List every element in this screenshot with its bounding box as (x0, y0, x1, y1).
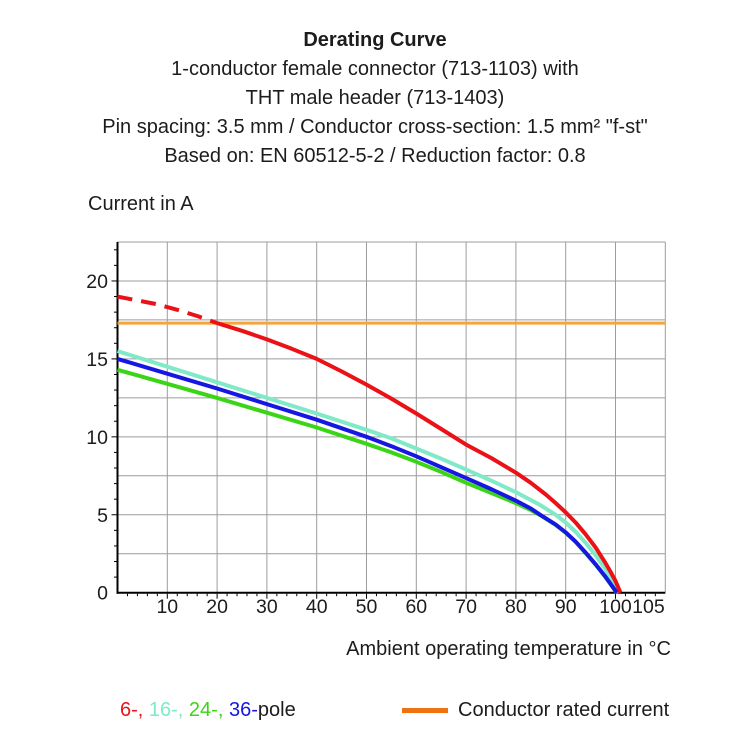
x-tick-label: 10 (156, 596, 178, 618)
legend-pole-part: pole (257, 699, 296, 721)
x-tick-label: 80 (505, 596, 527, 618)
y-tick-label: 5 (97, 505, 108, 527)
x-tick-label: 100 (599, 596, 632, 618)
rated-current-line-swatch (402, 708, 448, 713)
y-tick-label: 0 (97, 583, 108, 605)
x-axis-title: Ambient operating temperature in °C (346, 638, 671, 660)
legend-pole-part: 36- (223, 699, 258, 721)
x-tick-label: 60 (405, 596, 427, 618)
legend-pole-counts: 6-, 16-, 24-, 36-pole (120, 699, 296, 722)
x-tick-label: 70 (455, 596, 477, 618)
chart-subtitle-line-4: Based on: EN 60512-5-2 / Reduction facto… (164, 145, 586, 167)
x-tick-label: 105 (632, 596, 665, 618)
chart-header: Derating Curve 1-conductor female connec… (0, 26, 750, 171)
legend-rated-current-label: Conductor rated current (458, 699, 670, 721)
x-tick-label: 20 (206, 596, 228, 618)
series-6-pole (216, 321, 623, 594)
series-16-pole (116, 349, 621, 594)
legend-pole-part: 16-, (143, 699, 184, 721)
series-6-pole-below-rated-dashed- (117, 294, 218, 325)
y-tick-label: 15 (86, 349, 108, 371)
chart-subtitle-line-3: Pin spacing: 3.5 mm / Conductor cross-se… (102, 116, 648, 138)
series-36-pole (116, 356, 619, 595)
legend-pole-part: 24-, (183, 699, 224, 721)
y-tick-label: 10 (86, 427, 108, 449)
y-tick-label: 20 (86, 271, 108, 293)
y-axis-title: Current in A (88, 193, 194, 215)
legend-pole-part: 6-, (120, 699, 144, 721)
x-tick-label: 90 (555, 596, 577, 618)
x-tick-label: 40 (306, 596, 328, 618)
x-tick-label: 50 (356, 596, 378, 618)
x-tick-label: 30 (256, 596, 278, 618)
series-24-pole (116, 367, 619, 595)
chart-title: Derating Curve (303, 29, 447, 51)
chart-subtitle-line-1: 1-conductor female connector (713-1103) … (171, 58, 579, 80)
chart-subtitle-line-2: THT male header (713-1403) (245, 87, 505, 109)
